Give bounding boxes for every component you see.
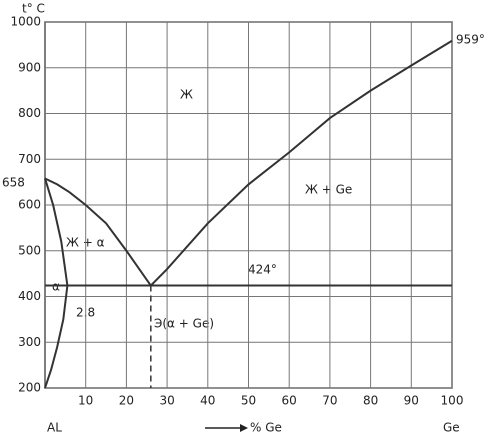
x-tick-label: 30 xyxy=(159,394,174,408)
y-tick-label: 900 xyxy=(18,60,41,74)
annotation: Ge xyxy=(443,421,460,435)
x-tick-label: 10 xyxy=(78,394,93,408)
x-tick-label: 100 xyxy=(441,394,464,408)
x-tick-label: 50 xyxy=(241,394,256,408)
x-tick-label: 80 xyxy=(363,394,378,408)
y-tick-label: 600 xyxy=(18,198,41,212)
arrow-head xyxy=(240,424,248,432)
annotation: Ж + Ge xyxy=(305,183,352,197)
y-tick-label: 700 xyxy=(18,152,41,166)
phase-line xyxy=(44,177,152,287)
phase-line xyxy=(44,178,69,389)
annotation: 959° xyxy=(456,33,485,47)
annotation: 658 xyxy=(2,176,25,190)
y-tick-label: 1000 xyxy=(10,15,41,29)
annotation: Э(α + Ge) xyxy=(154,317,214,331)
y-tick-label: 400 xyxy=(18,289,41,303)
x-tick-label: 20 xyxy=(119,394,134,408)
x-tick-label: 40 xyxy=(200,394,215,408)
y-tick-label: 300 xyxy=(18,335,41,349)
annotation: AL xyxy=(47,421,62,435)
x-axis-label: % Ge xyxy=(250,421,282,435)
x-tick-label: 70 xyxy=(322,394,337,408)
y-tick-label: 800 xyxy=(18,106,41,120)
annotation: 424° xyxy=(248,263,277,277)
annotation: Ж xyxy=(180,88,193,102)
y-axis-label: t° C xyxy=(22,2,45,16)
x-tick-label: 60 xyxy=(282,394,297,408)
x-tick-label: 90 xyxy=(404,394,419,408)
phase-line xyxy=(150,39,453,287)
y-tick-label: 500 xyxy=(18,243,41,257)
y-tick-label: 200 xyxy=(18,381,41,395)
